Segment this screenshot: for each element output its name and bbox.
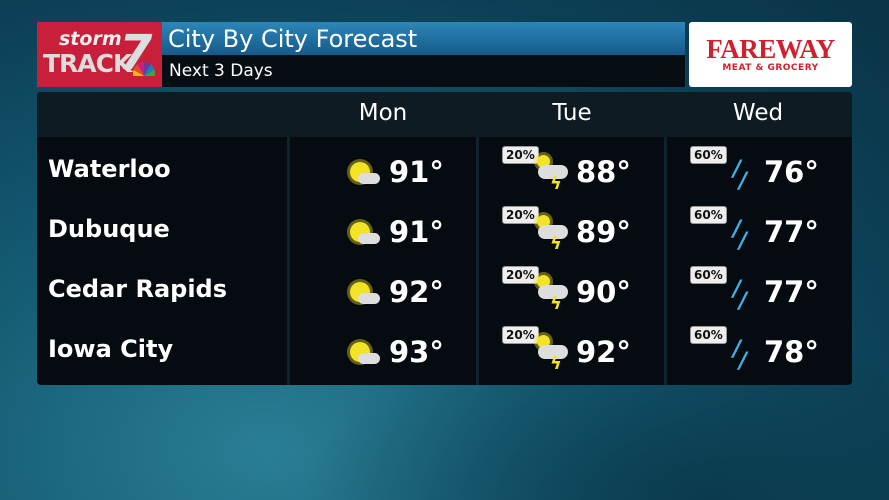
forecast-cell-mon: 91° — [290, 209, 472, 259]
temperature: 93° — [389, 335, 444, 369]
temperature: 92° — [389, 275, 444, 309]
temperature: 91° — [389, 155, 444, 189]
nbc-peacock-icon — [133, 62, 155, 76]
city-name: Cedar Rapids — [48, 275, 228, 303]
forecast-cell-mon: 93° — [290, 329, 472, 379]
temperature: 89° — [576, 215, 631, 249]
table-header — [37, 92, 852, 137]
forecast-cell-tue: 20% ϟ 92° — [479, 326, 661, 379]
precip-chance-badge: 20% — [502, 326, 539, 344]
precip-chance-badge: 60% — [690, 206, 727, 224]
forecast-cell-mon: 91° — [290, 149, 472, 199]
storm-track-7-logo: storm TRACK 7 — [37, 22, 162, 87]
day-header-mon: Mon — [358, 100, 408, 126]
day-header-tue: Tue — [552, 100, 592, 126]
temperature: 90° — [576, 275, 631, 309]
column-divider — [287, 137, 290, 385]
temperature: 76° — [764, 155, 819, 189]
city-name: Iowa City — [48, 335, 174, 363]
forecast-cell-wed: 60% // 77° — [667, 266, 849, 319]
temperature: 92° — [576, 335, 631, 369]
subtitle-bar — [162, 55, 685, 87]
column-divider — [664, 137, 667, 385]
forecast-table: Mon Tue Wed Waterloo 91° 20% ϟ 88° 60% /… — [37, 92, 852, 385]
temperature: 78° — [764, 335, 819, 369]
forecast-cell-mon: 92° — [290, 269, 472, 319]
precip-chance-badge: 20% — [502, 146, 539, 164]
precip-chance-badge: 20% — [502, 266, 539, 284]
sponsor-name: FAREWAY — [706, 34, 835, 64]
title-bar — [162, 22, 685, 55]
forecast-cell-wed: 60% // 77° — [667, 206, 849, 259]
precip-chance-badge: 60% — [690, 326, 727, 344]
forecast-cell-wed: 60% // 78° — [667, 326, 849, 379]
page-subtitle: Next 3 Days — [169, 61, 273, 81]
temperature: 88° — [576, 155, 631, 189]
sponsor-tagline: MEAT & GROCERY — [722, 63, 819, 73]
city-name: Waterloo — [48, 155, 171, 183]
forecast-cell-tue: 20% ϟ 88° — [479, 146, 661, 199]
forecast-cell-tue: 20% ϟ 89° — [479, 206, 661, 259]
column-divider — [476, 137, 479, 385]
precip-chance-badge: 60% — [690, 266, 727, 284]
page-title: City By City Forecast — [168, 25, 418, 53]
forecast-cell-tue: 20% ϟ 90° — [479, 266, 661, 319]
temperature: 91° — [389, 215, 444, 249]
precip-chance-badge: 60% — [690, 146, 727, 164]
logo-storm: storm — [59, 28, 122, 50]
day-header-wed: Wed — [732, 100, 784, 126]
forecast-cell-wed: 60% // 76° — [667, 146, 849, 199]
temperature: 77° — [764, 275, 819, 309]
city-name: Dubuque — [48, 215, 170, 243]
logo-track: TRACK — [43, 49, 132, 78]
precip-chance-badge: 20% — [502, 206, 539, 224]
sponsor-logo: FAREWAY MEAT & GROCERY — [689, 22, 852, 87]
temperature: 77° — [764, 215, 819, 249]
